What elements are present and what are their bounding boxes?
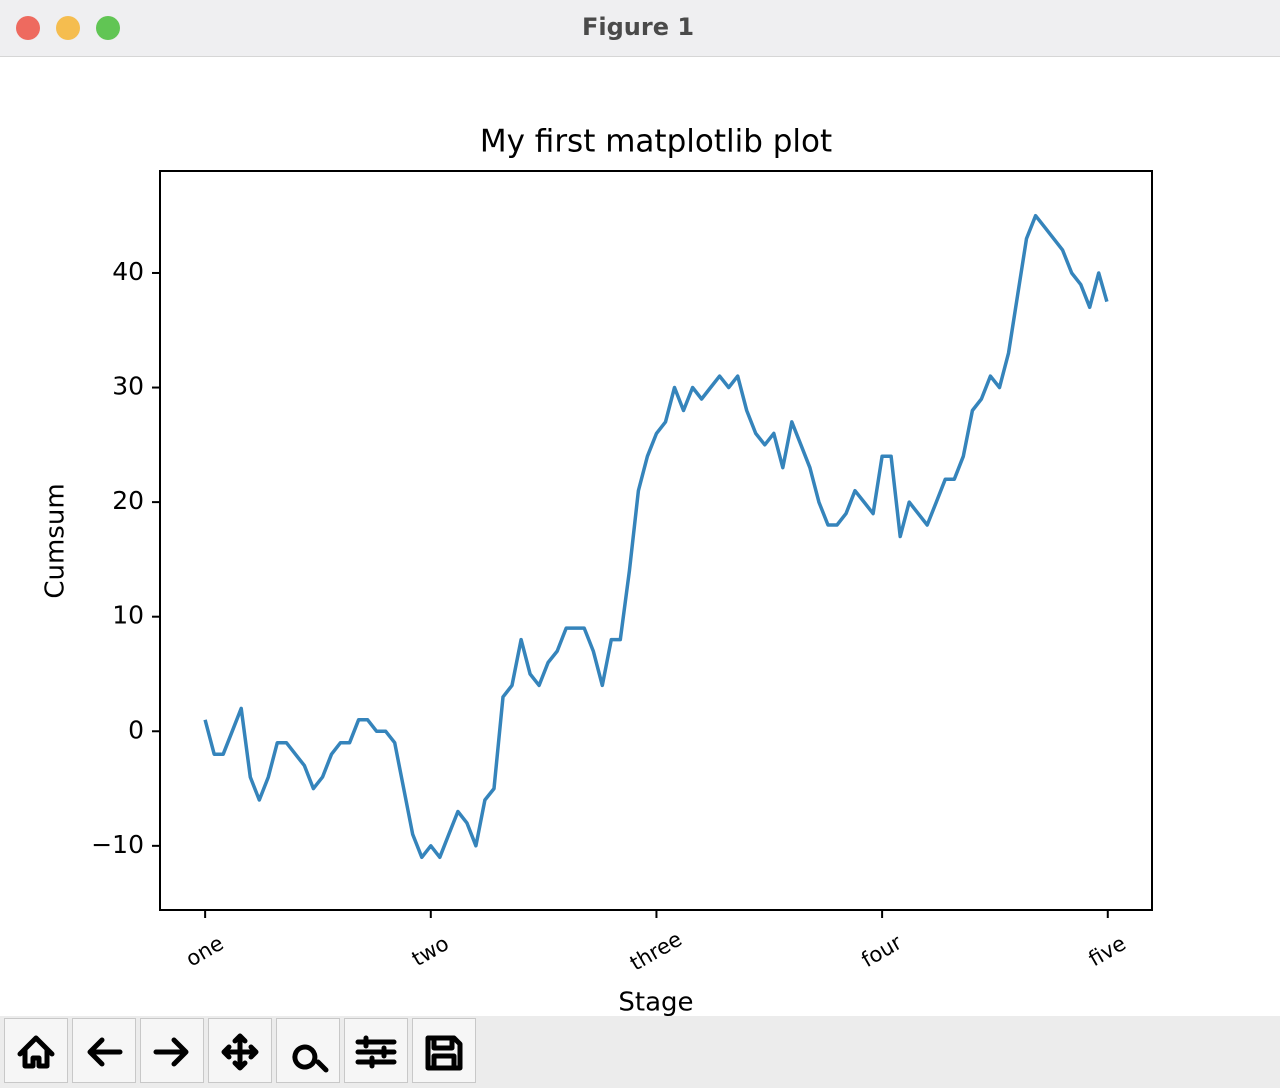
toolbar-button[interactable] — [276, 1018, 340, 1083]
toolbar-button[interactable] — [208, 1018, 272, 1083]
button-icon — [221, 1033, 259, 1071]
button-icon — [425, 1035, 463, 1071]
y-tick-label: −10 — [91, 830, 144, 859]
x-axis-label: Stage — [618, 988, 693, 1018]
x-tick-label: five — [1085, 931, 1130, 971]
toolbar-button[interactable] — [344, 1018, 408, 1083]
window-title: Figure 1 — [582, 13, 694, 41]
y-tick-label: 10 — [112, 601, 144, 630]
zoom-button[interactable] — [96, 16, 120, 40]
y-axis-label: Cumsum — [41, 483, 71, 598]
chart-title: My first matplotlib plot — [480, 124, 832, 160]
toolbar-button[interactable] — [140, 1018, 204, 1083]
toolbar-button[interactable] — [72, 1018, 136, 1083]
y-tick-label: 40 — [112, 257, 144, 286]
y-tick-label: 20 — [112, 486, 144, 515]
toolbar-button[interactable] — [4, 1018, 68, 1083]
button-icon — [87, 1037, 123, 1067]
button-face — [72, 1018, 136, 1083]
button-icon — [355, 1035, 397, 1069]
x-tick-label: two — [408, 931, 453, 971]
y-tick-label: 30 — [112, 372, 144, 401]
button-face — [276, 1018, 340, 1083]
minimize-button[interactable] — [56, 16, 80, 40]
button-icon — [17, 1035, 55, 1069]
axes-frame — [159, 170, 1153, 911]
button-icon — [153, 1037, 189, 1067]
x-tick-label: four — [857, 930, 906, 972]
x-tick-label: three — [626, 927, 686, 976]
data-line — [203, 213, 1109, 860]
close-button[interactable] — [16, 16, 40, 40]
y-tick-label: 0 — [128, 715, 144, 744]
toolbar-buttons — [4, 1018, 476, 1083]
x-tick-label: one — [182, 931, 228, 971]
button-icon — [292, 1044, 329, 1073]
title-bar — [0, 0, 1280, 56]
button-face — [4, 1018, 68, 1083]
toolbar-button[interactable] — [412, 1018, 476, 1083]
